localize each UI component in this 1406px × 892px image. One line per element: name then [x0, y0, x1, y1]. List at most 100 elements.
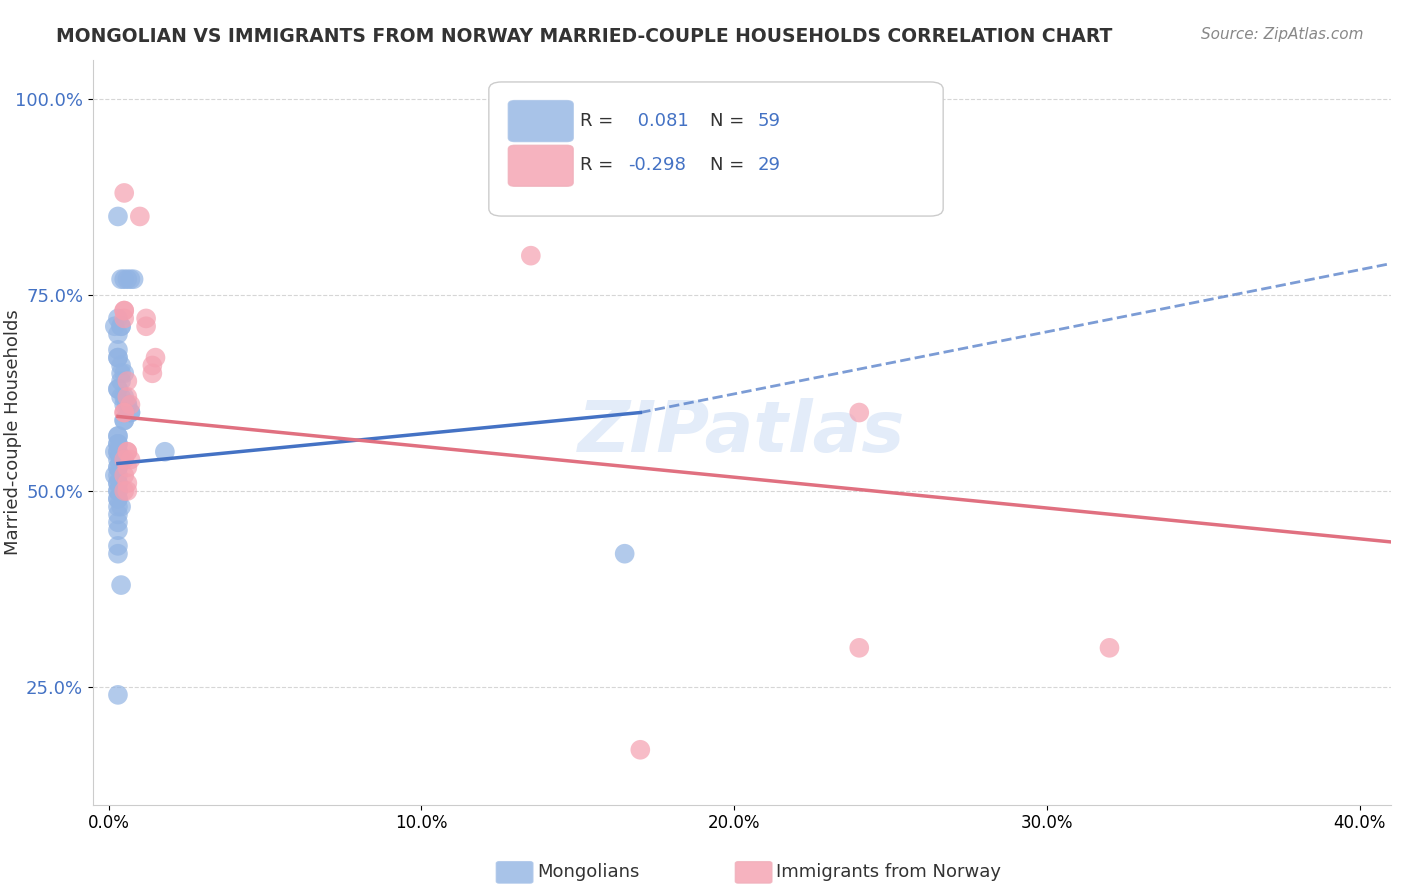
- Point: [112, 367, 135, 381]
- Text: ZIPatlas: ZIPatlas: [578, 398, 905, 467]
- Point: [107, 476, 129, 491]
- Point: [110, 319, 132, 334]
- Point: [120, 405, 142, 419]
- Point: [112, 303, 135, 318]
- Point: [112, 311, 135, 326]
- Text: N =: N =: [710, 112, 749, 129]
- Point: [117, 483, 139, 498]
- Text: MONGOLIAN VS IMMIGRANTS FROM NORWAY MARRIED-COUPLE HOUSEHOLDS CORRELATION CHART: MONGOLIAN VS IMMIGRANTS FROM NORWAY MARR…: [56, 27, 1112, 45]
- Point: [107, 468, 129, 483]
- Point: [117, 390, 139, 404]
- Text: Immigrants from Norway: Immigrants from Norway: [776, 863, 1001, 881]
- Point: [112, 186, 135, 200]
- Point: [120, 398, 142, 412]
- FancyBboxPatch shape: [509, 145, 574, 186]
- Point: [107, 343, 129, 357]
- Point: [848, 640, 870, 655]
- Point: [107, 327, 129, 342]
- Point: [104, 319, 127, 334]
- Point: [112, 483, 135, 498]
- Text: R =: R =: [579, 112, 619, 129]
- Point: [117, 444, 139, 458]
- Point: [110, 374, 132, 388]
- Point: [110, 578, 132, 592]
- Point: [107, 539, 129, 553]
- Point: [122, 272, 145, 286]
- Point: [135, 319, 157, 334]
- Point: [112, 405, 135, 419]
- Point: [107, 437, 129, 451]
- Point: [120, 405, 142, 419]
- Point: [107, 351, 129, 365]
- Point: [1098, 640, 1121, 655]
- Text: 0.081: 0.081: [631, 112, 689, 129]
- Point: [141, 359, 163, 373]
- Text: Source: ZipAtlas.com: Source: ZipAtlas.com: [1201, 27, 1364, 42]
- Point: [110, 390, 132, 404]
- Point: [107, 483, 129, 498]
- Point: [107, 508, 129, 522]
- Point: [848, 405, 870, 419]
- Point: [628, 743, 651, 757]
- Point: [112, 303, 135, 318]
- Point: [107, 452, 129, 467]
- Point: [110, 452, 132, 467]
- Point: [110, 272, 132, 286]
- Point: [112, 272, 135, 286]
- Point: [117, 374, 139, 388]
- Point: [107, 460, 129, 475]
- Point: [135, 311, 157, 326]
- Point: [153, 444, 176, 458]
- Point: [110, 359, 132, 373]
- Point: [120, 272, 142, 286]
- Point: [112, 413, 135, 427]
- Point: [520, 249, 543, 263]
- Text: R =: R =: [579, 156, 619, 175]
- Point: [112, 390, 135, 404]
- Point: [107, 500, 129, 514]
- Point: [117, 444, 139, 458]
- FancyBboxPatch shape: [509, 101, 574, 142]
- Point: [112, 398, 135, 412]
- Point: [107, 516, 129, 530]
- Point: [107, 382, 129, 396]
- Y-axis label: Married-couple Households: Married-couple Households: [4, 310, 21, 555]
- Point: [107, 210, 129, 224]
- Point: [107, 444, 129, 458]
- Point: [107, 437, 129, 451]
- Point: [117, 398, 139, 412]
- Point: [112, 468, 135, 483]
- Point: [107, 460, 129, 475]
- Point: [112, 413, 135, 427]
- Point: [107, 483, 129, 498]
- Point: [107, 429, 129, 443]
- Point: [120, 452, 142, 467]
- Text: 29: 29: [758, 156, 780, 175]
- Text: 59: 59: [758, 112, 780, 129]
- Point: [112, 405, 135, 419]
- Point: [104, 468, 127, 483]
- Point: [117, 398, 139, 412]
- Point: [107, 476, 129, 491]
- Point: [107, 382, 129, 396]
- Point: [117, 460, 139, 475]
- Point: [107, 547, 129, 561]
- Text: -0.298: -0.298: [627, 156, 686, 175]
- Point: [107, 688, 129, 702]
- Point: [117, 476, 139, 491]
- Point: [107, 523, 129, 537]
- Point: [145, 351, 167, 365]
- Point: [613, 547, 636, 561]
- Point: [128, 210, 150, 224]
- Point: [107, 351, 129, 365]
- Text: N =: N =: [710, 156, 749, 175]
- FancyBboxPatch shape: [489, 82, 943, 216]
- Point: [110, 367, 132, 381]
- Text: Mongolians: Mongolians: [537, 863, 640, 881]
- Point: [141, 367, 163, 381]
- Point: [107, 429, 129, 443]
- Point: [107, 491, 129, 506]
- Point: [107, 491, 129, 506]
- Point: [107, 444, 129, 458]
- Point: [117, 272, 139, 286]
